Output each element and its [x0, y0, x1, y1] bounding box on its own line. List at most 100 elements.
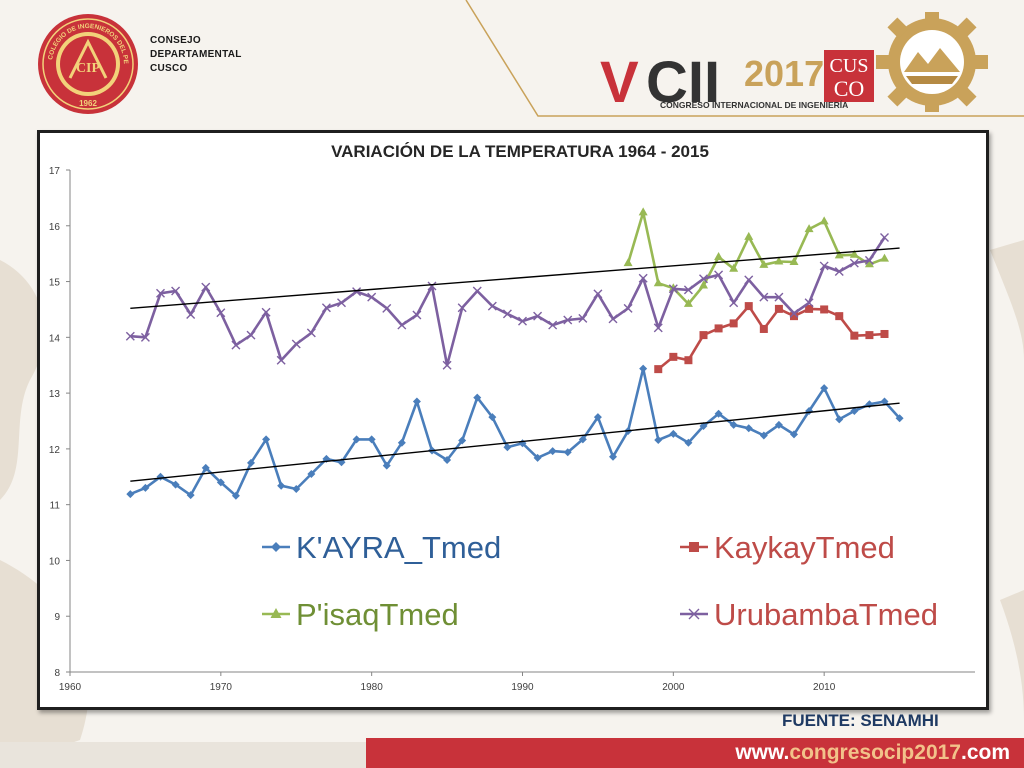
data-point [789, 257, 799, 266]
data-point [805, 304, 814, 313]
legend-label: P'isaqTmed [296, 597, 459, 632]
data-point [246, 330, 256, 340]
data-point [231, 491, 240, 500]
data-point [759, 431, 768, 440]
data-point [271, 542, 281, 552]
data-point [653, 323, 663, 333]
data-point [216, 308, 226, 318]
data-point [639, 364, 648, 373]
series-p-isaqtmed [623, 207, 889, 307]
data-point [382, 303, 392, 313]
data-point [789, 308, 799, 318]
data-point [488, 413, 497, 422]
trend-line [130, 402, 900, 482]
council-name: CONSEJO DEPARTAMENTAL CUSCO [150, 34, 242, 76]
data-point [850, 406, 859, 415]
data-point [126, 490, 135, 499]
slide-header: CIP 1962 COLEGIO DE INGENIEROS DEL PERÚ … [0, 0, 1024, 120]
data-point [270, 608, 282, 618]
x-tick-label: 1990 [511, 682, 534, 693]
data-point [487, 301, 497, 311]
data-point [412, 397, 421, 406]
website-year: 2017 [914, 741, 961, 764]
data-point [790, 312, 798, 321]
data-point [714, 409, 723, 418]
data-point [850, 331, 859, 340]
data-point [472, 286, 482, 296]
data-point [880, 329, 889, 338]
data-point [306, 328, 316, 338]
data-point [442, 360, 452, 370]
svg-text:2017: 2017 [744, 53, 824, 94]
data-point [337, 298, 346, 308]
header-divider [465, 0, 1024, 117]
data-point [744, 424, 753, 433]
data-point [201, 463, 210, 472]
legend-item: P'isaqTmed [262, 597, 459, 632]
data-point [518, 316, 527, 326]
legend-label: K'AYRA_Tmed [296, 530, 501, 565]
data-point [714, 252, 724, 261]
council-line-2: DEPARTAMENTAL [150, 49, 242, 60]
data-point [653, 278, 663, 287]
data-point [714, 324, 723, 333]
data-point [835, 312, 844, 321]
data-point [533, 453, 542, 462]
data-point [608, 314, 618, 324]
data-point [412, 310, 422, 320]
data-point [638, 273, 648, 283]
data-point [819, 216, 829, 225]
trend-line [130, 247, 900, 310]
data-point [216, 478, 225, 487]
chart-title: VARIACIÓN DE LA TEMPERATURA 1964 - 2015 [331, 142, 709, 161]
data-point [548, 320, 558, 330]
data-point [623, 258, 633, 267]
website-link[interactable]: www.congresocip2017.com [735, 741, 1010, 765]
data-point [654, 365, 663, 374]
data-point [744, 231, 754, 240]
chart-frame: VARIACIÓN DE LA TEMPERATURA 1964 - 2015 8… [37, 130, 989, 710]
data-point [593, 413, 602, 422]
data-point [352, 435, 361, 444]
website-post: .com [960, 741, 1010, 764]
data-point [563, 448, 572, 457]
data-point [819, 261, 829, 271]
data-point [609, 452, 617, 461]
y-tick-label: 17 [49, 166, 61, 177]
y-tick-label: 9 [54, 612, 60, 623]
x-tick-label: 1970 [210, 682, 233, 693]
y-tick-label: 13 [49, 389, 61, 400]
data-point [804, 298, 814, 308]
data-point [849, 249, 859, 258]
website-pre: www. [735, 741, 790, 764]
svg-text:CONGRESO INTERNACIONAL DE INGE: CONGRESO INTERNACIONAL DE INGENIERÍA [660, 100, 848, 110]
svg-text:CO: CO [834, 76, 865, 101]
council-line-3: CUSCO [150, 63, 188, 74]
svg-text:CUS: CUS [830, 55, 869, 77]
data-point [729, 263, 739, 272]
data-point [669, 429, 678, 438]
svg-text:CIP: CIP [76, 61, 101, 76]
temperature-chart: VARIACIÓN DE LA TEMPERATURA 1964 - 2015 8… [49, 142, 975, 693]
svg-text:1962: 1962 [79, 99, 97, 108]
data-point [261, 307, 271, 317]
y-tick-label: 16 [49, 222, 61, 233]
data-point [834, 250, 844, 259]
data-point [774, 420, 783, 429]
data-point [156, 288, 165, 298]
y-tick-label: 8 [54, 668, 60, 679]
data-point [186, 309, 196, 319]
data-point [473, 393, 482, 402]
data-point [668, 284, 678, 294]
data-point [759, 324, 768, 333]
data-point [744, 275, 754, 285]
legend-item: K'AYRA_Tmed [262, 530, 501, 565]
website-name: congresocip [789, 741, 915, 764]
data-point [367, 292, 377, 302]
data-point [140, 332, 150, 342]
series-kaykaytmed [654, 302, 889, 374]
y-tick-label: 14 [49, 333, 61, 344]
data-point [623, 303, 633, 313]
data-point [171, 480, 180, 489]
data-point [186, 491, 195, 500]
